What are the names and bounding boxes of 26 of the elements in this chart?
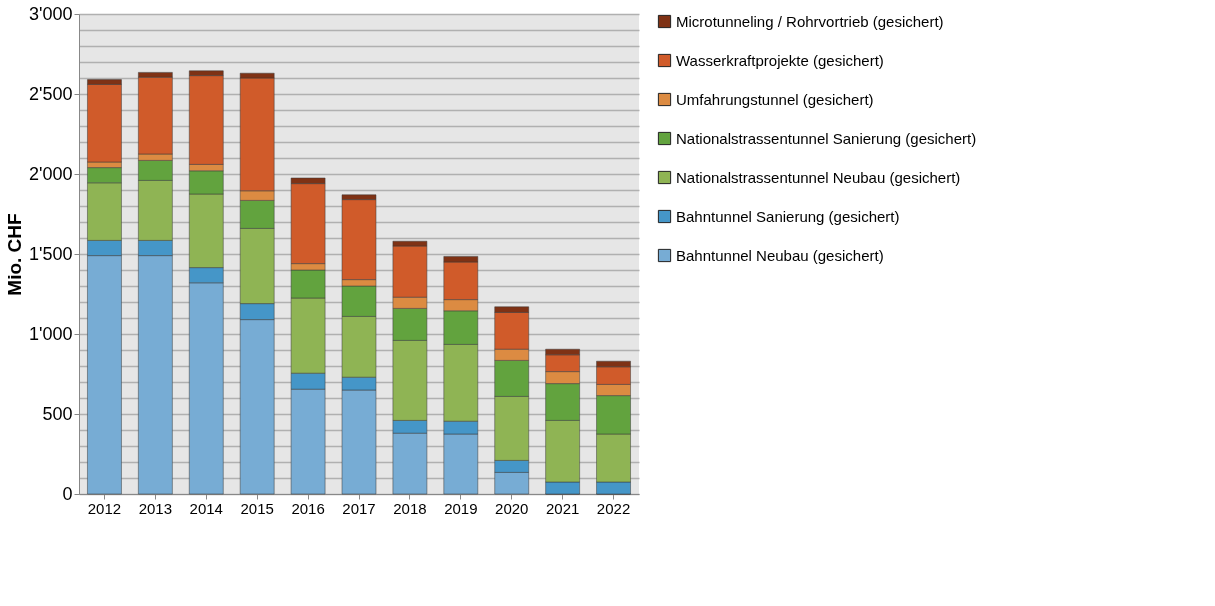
x-tick-label: 2022 <box>596 499 631 517</box>
y-tick-label: 1'000 <box>29 323 73 344</box>
x-tick-label: 2021 <box>545 499 580 517</box>
x-tick-label: 2013 <box>138 499 173 517</box>
legend-label: Bahntunnel Neubau (gesichert) <box>676 246 884 264</box>
x-tick-label: 2020 <box>495 499 529 517</box>
x-tick-label: 2019 <box>444 499 478 517</box>
legend-label: Nationalstrassentunnel Sanierung (gesichert) <box>676 129 977 147</box>
legend-label: Bahntunnel Sanierung (gesichert) <box>676 207 900 225</box>
y-tick-label: 500 <box>42 403 73 424</box>
x-tick-label: 2012 <box>87 499 122 517</box>
x-tick-label: 2018 <box>393 499 427 517</box>
legend-label: Umfahrungstunnel (gesichert) <box>676 90 874 108</box>
y-tick-label: 1'500 <box>29 243 73 264</box>
x-tick-label: 2015 <box>240 499 274 517</box>
y-tick-label: 0 <box>62 483 73 504</box>
legend-label: Wasserkraftprojekte (gesichert) <box>676 51 884 69</box>
x-tick-label: 2017 <box>342 499 376 517</box>
y-axis-title: Mio. CHF <box>4 213 26 296</box>
x-tick-label: 2014 <box>189 499 223 517</box>
x-tick-label: 2016 <box>291 499 325 517</box>
y-tick-label: 2'500 <box>29 83 73 104</box>
y-tick-label: 3'000 <box>29 3 73 24</box>
legend-label: Microtunneling / Rohrvortrieb (gesichert) <box>676 12 944 30</box>
legend-label: Nationalstrassentunnel Neubau (gesichert) <box>676 168 961 186</box>
y-tick-label: 2'000 <box>29 163 73 184</box>
